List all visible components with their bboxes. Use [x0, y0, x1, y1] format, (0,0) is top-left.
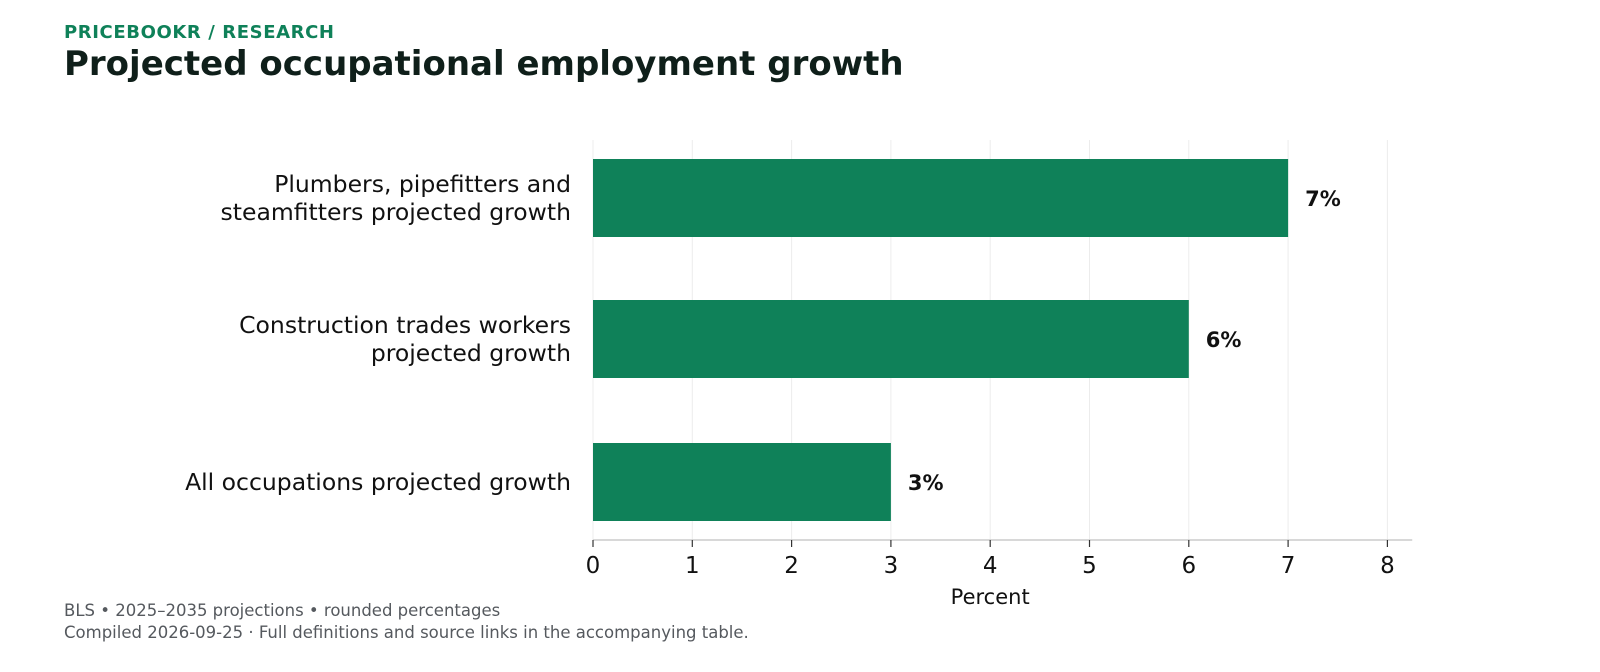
category-label-1: Plumbers, pipefitters and steamfitters pr… [221, 170, 571, 226]
category-labels: Plumbers, pipefitters and steamfitters pr… [185, 170, 571, 496]
category-label-2: Construction trades workers projected gro… [239, 311, 571, 367]
category-label-3: All occupations projected growth [185, 468, 571, 496]
bar-2 [593, 300, 1189, 378]
bar-3 [593, 443, 891, 521]
x-tick-label: 4 [983, 553, 998, 579]
brand-kicker: PRICEBOOKR / RESEARCH [64, 22, 335, 43]
x-tick-label: 7 [1281, 553, 1296, 579]
category-label-line: Construction trades workers [239, 311, 571, 339]
category-label-line: All occupations projected growth [185, 468, 571, 496]
data-labels: 7% 6% 3% [908, 187, 1341, 495]
category-label-line: steamfitters projected growth [221, 198, 571, 226]
category-label-line: projected growth [371, 339, 571, 367]
source-note: BLS • 2025–2035 projections • rounded pe… [64, 601, 501, 620]
x-axis: 0 1 2 3 4 5 6 7 8 Percent [586, 539, 1413, 609]
data-label-1: 7% [1305, 187, 1341, 211]
x-tick-label: 2 [784, 553, 799, 579]
x-axis-title: Percent [951, 585, 1030, 609]
chart-footer: BLS • 2025–2035 projections • rounded pe… [64, 600, 749, 644]
x-tick-label: 0 [586, 553, 601, 579]
x-tick-label: 1 [685, 553, 700, 579]
x-tick-label: 5 [1082, 553, 1097, 579]
compiled-note: Compiled 2026-09-25 · Full definitions a… [64, 623, 749, 642]
x-tick-label: 3 [884, 553, 899, 579]
data-label-3: 3% [908, 471, 944, 495]
data-label-2: 6% [1206, 328, 1242, 352]
bar-1 [593, 159, 1289, 237]
x-tick-label: 6 [1181, 553, 1196, 579]
category-label-line: Plumbers, pipefitters and [274, 170, 571, 198]
bars [593, 159, 1289, 521]
x-tick-label: 8 [1380, 553, 1395, 579]
chart-title: Projected occupational employment growth [64, 44, 904, 84]
